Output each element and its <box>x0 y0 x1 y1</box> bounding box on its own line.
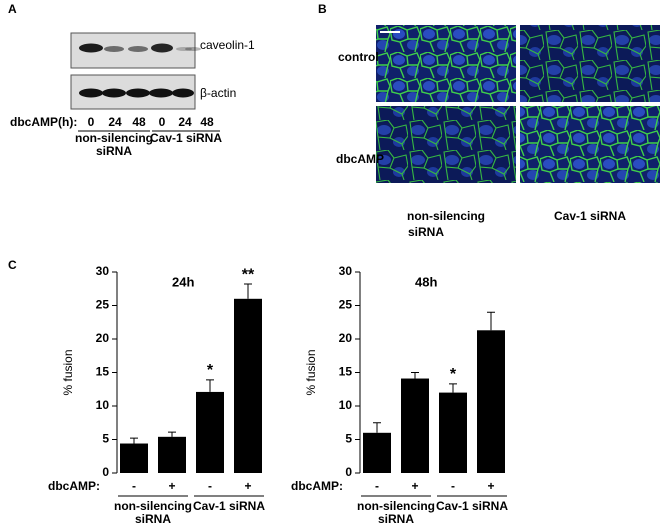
bands <box>79 43 201 98</box>
error-bar <box>373 422 381 433</box>
panel-label: C <box>8 258 17 272</box>
y-tick-label: 10 <box>339 398 353 412</box>
y-axis-label: % fusion <box>61 349 75 395</box>
y-tick-label: 30 <box>96 264 110 278</box>
y-tick-label: 15 <box>339 365 353 379</box>
group-label: siRNA <box>96 144 132 158</box>
row-label: dbcAMP <box>336 152 384 166</box>
protein-label: β-actin <box>200 86 236 100</box>
x-tick-label: + <box>411 479 418 493</box>
micrograph <box>376 106 516 183</box>
lane-label: 24 <box>108 115 122 129</box>
column-label: siRNA <box>408 225 444 239</box>
x-row-label: dbcAMP: <box>291 479 343 493</box>
y-tick-label: 30 <box>339 264 353 278</box>
y-tick-label: 5 <box>345 432 352 446</box>
group-label: Cav-1 siRNA <box>193 499 265 513</box>
group-label: non-silencing <box>357 499 435 513</box>
lane-label: 24 <box>178 115 192 129</box>
y-tick-label: 15 <box>96 365 110 379</box>
bar <box>363 432 391 473</box>
y-tick-label: 0 <box>345 465 352 479</box>
panel-label: A <box>8 2 17 16</box>
group-label: non-silencing <box>114 499 192 513</box>
bar <box>401 378 429 473</box>
y-tick-label: 20 <box>96 331 110 345</box>
error-bar <box>206 379 214 392</box>
chart-title: 48h <box>415 274 437 289</box>
error-bar <box>244 283 252 299</box>
bar <box>120 443 148 473</box>
y-axis-label: % fusion <box>304 349 318 395</box>
significance: * <box>450 366 457 383</box>
x-tick-label: + <box>487 479 494 493</box>
x-tick-label: - <box>451 479 455 493</box>
error-bar <box>168 431 176 437</box>
x-tick-label: - <box>208 479 212 493</box>
group-label: Cav-1 siRNA <box>436 499 508 513</box>
x-tick-label: + <box>244 479 251 493</box>
error-bar <box>449 383 457 393</box>
error-bar <box>130 437 138 444</box>
x-row-label: dbcAMP: <box>48 479 100 493</box>
y-tick-label: 20 <box>339 331 353 345</box>
lane-label: 48 <box>200 115 214 129</box>
significance: ** <box>242 266 255 283</box>
error-bar <box>411 372 419 379</box>
bar <box>234 298 262 473</box>
bar <box>158 436 186 473</box>
bar <box>439 392 467 473</box>
y-tick-label: 0 <box>102 465 109 479</box>
lane-label: 0 <box>88 115 95 129</box>
chart-title: 24h <box>172 274 194 289</box>
row-label: dbcAMP(h): <box>10 115 77 129</box>
lane-label: 48 <box>132 115 146 129</box>
micrograph <box>376 25 516 102</box>
blot: caveolin-1 β-actin dbcAMP(h): 0 24 48 0 … <box>10 32 255 158</box>
x-tick-label: - <box>375 479 379 493</box>
y-tick-label: 25 <box>96 298 110 312</box>
micrographs: control dbcAMP non-silencing siRNA Cav-1… <box>336 25 660 239</box>
column-label: Cav-1 siRNA <box>554 209 626 223</box>
micrograph <box>520 25 660 102</box>
bar <box>196 391 224 473</box>
micrograph <box>520 106 660 183</box>
panel-label: B <box>318 2 327 16</box>
y-tick-label: 10 <box>96 398 110 412</box>
significance: * <box>207 362 214 379</box>
error-bar <box>487 311 495 331</box>
group-label: siRNA <box>378 512 414 526</box>
y-tick-label: 5 <box>102 432 109 446</box>
group-label: siRNA <box>135 512 171 526</box>
group-label: non-silencing <box>75 131 153 145</box>
x-tick-label: - <box>132 479 136 493</box>
bar <box>477 330 505 473</box>
column-label: non-silencing <box>407 209 485 223</box>
lane-label: 0 <box>159 115 166 129</box>
y-tick-label: 25 <box>339 298 353 312</box>
row-label: control <box>338 50 379 64</box>
x-tick-label: + <box>168 479 175 493</box>
group-label: Cav-1 siRNA <box>150 131 222 145</box>
protein-label: caveolin-1 <box>200 38 255 52</box>
